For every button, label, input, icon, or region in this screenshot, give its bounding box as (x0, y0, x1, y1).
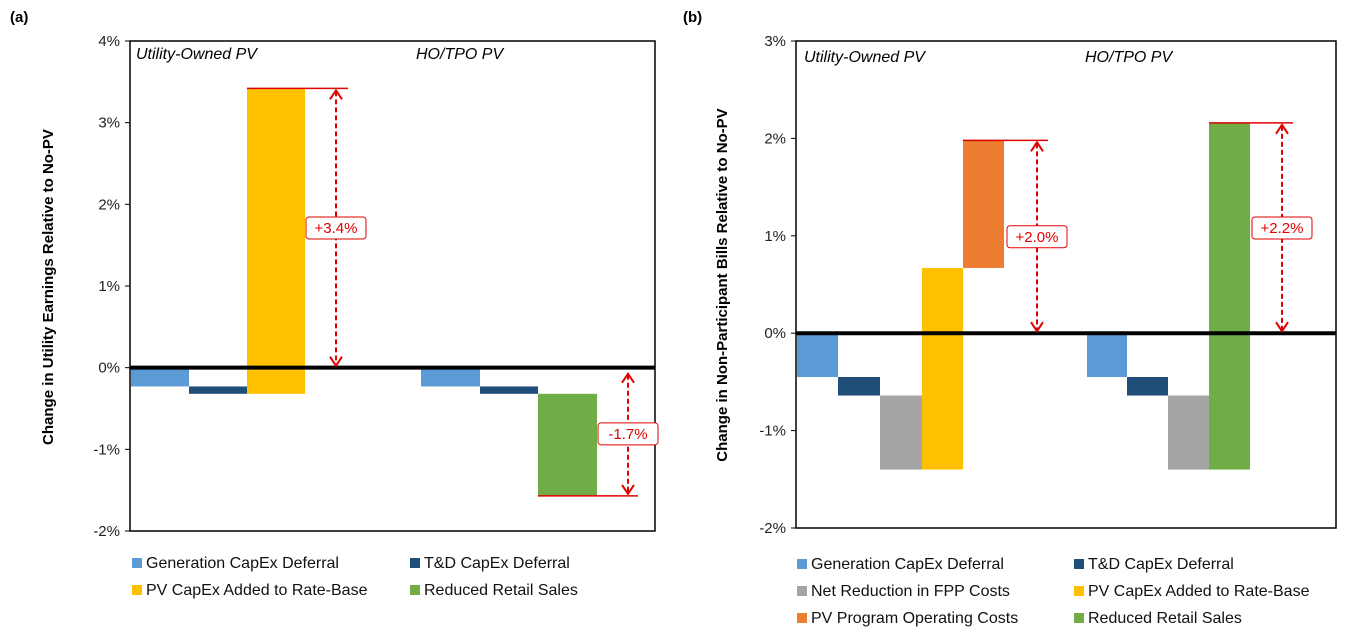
panel-a-label: (a) (10, 9, 28, 26)
panel-a: (a) Change in Utility Earnings Relative … (10, 9, 659, 599)
panel-a-group-label-utility: Utility-Owned PV (136, 46, 258, 63)
waterfall-bar (189, 386, 247, 394)
waterfall-bar (421, 367, 480, 387)
waterfall-bar (922, 267, 963, 470)
panel-a-plot-frame (129, 40, 656, 532)
legend-label: Reduced Retail Sales (1088, 610, 1242, 627)
panel-b-group-label-hotpo: HO/TPO PV (1085, 49, 1173, 66)
panel-b-plot-frame (795, 40, 1337, 529)
waterfall-bar (1087, 333, 1127, 378)
legend-label: Generation CapEx Deferral (811, 556, 1004, 573)
y-tick-label: 1% (764, 228, 786, 245)
annotation-label-box (1251, 216, 1313, 240)
annotation-label: +2.0% (1016, 229, 1059, 246)
waterfall-bar (131, 367, 189, 387)
annotation-label: +3.4% (315, 220, 358, 237)
y-tick-label: 0% (764, 325, 786, 342)
annotation-label: -1.7% (608, 426, 647, 443)
annotation-arrowhead-down (329, 356, 343, 368)
annotation-arrowhead-up (621, 371, 635, 384)
panel-a-group-label-hotpo: HO/TPO PV (416, 46, 504, 63)
waterfall-bar (480, 386, 538, 394)
legend-label: PV Program Operating Costs (811, 610, 1018, 627)
annotation-arrowhead-down (621, 484, 635, 496)
waterfall-bar (797, 333, 838, 378)
panel-b: (b) Change in Non-Participant Bills Rela… (683, 9, 1337, 627)
legend-label: PV CapEx Added to Rate-Base (146, 582, 368, 599)
waterfall-bar (1168, 395, 1209, 470)
legend-swatch (797, 613, 807, 623)
panel-b-y-axis-label: Change in Non-Participant Bills Relative… (714, 108, 731, 461)
legend-label: T&D CapEx Deferral (1088, 556, 1234, 573)
annotation-arrowhead-down (1030, 321, 1044, 334)
y-tick-label: -1% (759, 423, 786, 440)
legend-swatch (1074, 586, 1084, 596)
panel-b-group-label-utility: Utility-Owned PV (804, 49, 926, 66)
waterfall-bar (247, 88, 305, 394)
annotation-label-box (1006, 225, 1068, 249)
legend-swatch (132, 558, 142, 568)
annotation-label-box (305, 216, 367, 240)
y-tick-label: 2% (98, 196, 120, 213)
waterfall-bar (538, 393, 597, 496)
y-tick-label: 3% (98, 115, 120, 132)
panel-b-label: (b) (683, 9, 702, 26)
legend-label: Generation CapEx Deferral (146, 555, 339, 572)
legend-swatch (410, 585, 420, 595)
y-tick-label: 4% (98, 33, 120, 50)
annotation-arrowhead-up (1275, 123, 1289, 135)
panel-a-y-axis-label: Change in Utility Earnings Relative to N… (40, 129, 57, 445)
legend-swatch (410, 558, 420, 568)
y-tick-label: -2% (759, 520, 786, 537)
annotation-arrowhead-up (329, 88, 343, 100)
y-tick-label: 2% (764, 130, 786, 147)
y-tick-label: 0% (98, 360, 120, 377)
waterfall-bar (963, 140, 1004, 268)
y-tick-label: 3% (764, 33, 786, 50)
annotation-arrowhead-down (1275, 321, 1289, 334)
legend-swatch (1074, 559, 1084, 569)
annotation-label: +2.2% (1261, 220, 1304, 237)
legend-label: PV CapEx Added to Rate-Base (1088, 583, 1310, 600)
legend-swatch (1074, 613, 1084, 623)
legend-swatch (797, 559, 807, 569)
y-tick-label: -1% (93, 441, 120, 458)
waterfall-bar (1209, 122, 1250, 470)
legend-label: Reduced Retail Sales (424, 582, 578, 599)
y-tick-label: 1% (98, 278, 120, 295)
annotation-label-box (597, 422, 659, 446)
legend-swatch (132, 585, 142, 595)
y-tick-label: -2% (93, 523, 120, 540)
legend-swatch (797, 586, 807, 596)
legend-label: T&D CapEx Deferral (424, 555, 570, 572)
annotation-arrowhead-up (1030, 140, 1044, 152)
legend-label: Net Reduction in FPP Costs (811, 583, 1010, 600)
waterfall-bar (838, 377, 880, 396)
waterfall-bar (880, 395, 922, 470)
waterfall-bar (1127, 377, 1168, 396)
